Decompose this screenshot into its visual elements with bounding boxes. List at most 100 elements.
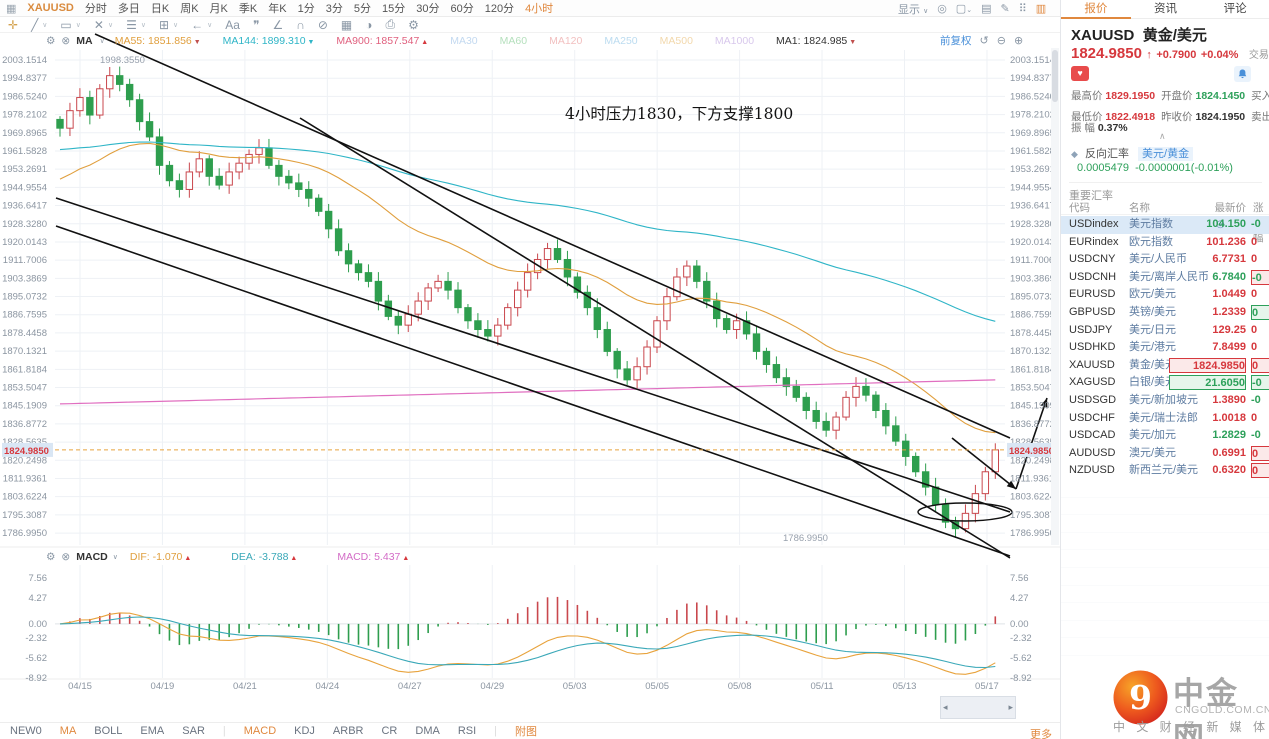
angle-icon[interactable]: ∠ — [272, 17, 284, 32]
period-tab-年K[interactable]: 年K — [268, 3, 287, 15]
indicator-tab-KDJ[interactable]: KDJ — [294, 725, 315, 737]
period-tab-多日[interactable]: 多日 — [117, 3, 140, 15]
quote-row-USDCAD[interactable]: USDCAD 美元/加元 1.2829 -0 — [1061, 427, 1269, 445]
ma-label[interactable]: MA500 — [659, 34, 693, 47]
indicator-tab-MA[interactable]: MA — [59, 725, 77, 737]
period-tab-60分[interactable]: 60分 — [450, 3, 474, 15]
alert-bell-icon[interactable] — [1234, 66, 1251, 82]
layout-icon[interactable]: ▢⌄ — [955, 3, 973, 15]
undo-icon[interactable]: ↺ — [979, 35, 989, 47]
range-navigator[interactable]: ◂ ▸ — [940, 696, 1016, 719]
text-tool-icon[interactable]: Aa — [225, 17, 240, 32]
settings-icon[interactable]: ⚙ — [408, 17, 419, 32]
quote-row-USDJPY[interactable]: USDJPY 美元/日元 129.25 0 — [1061, 322, 1269, 340]
collapse-caret-icon[interactable]: ∧ — [1159, 131, 1166, 141]
edit-icon[interactable]: ✎ — [1000, 3, 1010, 15]
frame-icon[interactable]: ▦ — [340, 17, 353, 32]
chart-vertical-scrollbar[interactable] — [1051, 48, 1059, 545]
display-dropdown[interactable]: 显示 ∨ — [898, 3, 929, 16]
quote-row-EURindex[interactable]: EURindex 欧元指数 101.236 0 — [1061, 234, 1269, 252]
chevron-down-icon[interactable]: ∨ — [107, 21, 114, 29]
period-tab-周K[interactable]: 周K — [180, 3, 199, 15]
quote-row-XAGUSD[interactable]: XAGUSD 白银/美元 21.6050 -0 — [1061, 374, 1269, 392]
news-icon[interactable]: ▥ — [1035, 3, 1047, 15]
quote-row-USDCNY[interactable]: USDCNY 美元/人民币 6.7731 0 — [1061, 251, 1269, 269]
trend-line-icon[interactable]: ╱ — [31, 17, 39, 32]
quote-row-GBPUSD[interactable]: GBPUSD 英镑/美元 1.2339 0 — [1061, 304, 1269, 322]
trend-line-drawing[interactable] — [94, 33, 1011, 439]
period-tab-3分[interactable]: 3分 — [325, 3, 343, 15]
main-chart-canvas[interactable]: 2003.1514 2003.1514 1994.8377 1994.8377 1986… — [0, 0, 1060, 739]
list-icon[interactable]: ☰ — [126, 17, 137, 32]
chart-symbol-label[interactable]: XAUUSD — [27, 2, 74, 14]
trend-line-drawing[interactable] — [55, 225, 1011, 557]
move-icon[interactable]: ✛ — [8, 17, 19, 32]
print-icon[interactable]: ⎙ — [385, 17, 396, 31]
ma-label[interactable]: MA1: 1824.985 ▼ — [776, 34, 857, 47]
magnet-icon[interactable]: ∩ — [296, 17, 305, 32]
more-indicators-link[interactable]: 更多 — [1030, 729, 1052, 739]
period-tab-120分[interactable]: 120分 — [484, 3, 515, 15]
zoom-out-icon[interactable]: ⊖ — [996, 35, 1006, 47]
period-tab-5分[interactable]: 5分 — [353, 3, 371, 15]
chevron-down-icon[interactable]: ∨ — [99, 37, 105, 45]
indicator-tab-CR[interactable]: CR — [381, 725, 398, 737]
quote-row-NZDUSD[interactable]: NZDUSD 新西兰元/美元 0.6320 0 — [1061, 462, 1269, 480]
gear-icon[interactable]: ⚙ — [46, 34, 56, 47]
ma-group-label[interactable]: MA — [76, 34, 93, 47]
quote-row-XAUUSD[interactable]: XAUUSD 黄金/美元 1824.9850 0 — [1061, 357, 1269, 375]
column-header-代码[interactable]: 代码 — [1069, 202, 1090, 214]
indicator-tab-DMA[interactable]: DMA — [415, 725, 440, 737]
column-header-名称[interactable]: 名称 — [1129, 202, 1150, 214]
period-tab-分时[interactable]: 分时 — [84, 3, 107, 15]
ma-label[interactable]: MA60 — [499, 34, 528, 47]
camera-icon[interactable]: ◎ — [937, 3, 947, 15]
ellipse-drawing[interactable] — [917, 502, 1013, 522]
quote-row-USDHKD[interactable]: USDHKD 美元/港元 7.8499 0 — [1061, 339, 1269, 357]
chevron-down-icon[interactable]: ∨ — [140, 21, 146, 29]
trend-line-drawing[interactable] — [55, 197, 1011, 513]
period-tab-15分[interactable]: 15分 — [381, 3, 406, 15]
quote-row-USDCHF[interactable]: USDCHF 美元/瑞士法郎 1.0018 0 — [1061, 410, 1269, 428]
chart-annotation-text[interactable]: 4小时压力1830，下方支撑1800 — [565, 105, 793, 123]
reverse-pair-link[interactable]: 美元/黄金 — [1138, 147, 1194, 161]
arrow-left-icon[interactable]: ← — [191, 17, 204, 32]
gear-icon[interactable]: ⚙ — [46, 550, 56, 563]
chevron-down-icon[interactable]: ∨ — [173, 21, 179, 29]
chevron-down-icon[interactable]: ∨ — [112, 553, 118, 561]
indicator-tab-BOLL[interactable]: BOLL — [94, 725, 123, 737]
grid-tool-icon[interactable]: ⊞ — [158, 17, 170, 32]
macd-group-label[interactable]: MACD — [76, 550, 108, 563]
column-header-最新价[interactable]: 最新价 — [1214, 202, 1247, 214]
indicator-tab-ARBR[interactable]: ARBR — [332, 725, 364, 737]
chevron-down-icon[interactable]: ∨ — [42, 21, 48, 29]
quote-row-EURUSD[interactable]: EURUSD 欧元/美元 1.0449 0 — [1061, 286, 1269, 304]
favorite-heart-icon[interactable]: ♥ — [1071, 66, 1089, 81]
quote-row-USDCNH[interactable]: USDCNH 美元/离岸人民币 6.7840 -0 — [1061, 269, 1269, 287]
window-icon[interactable]: ▦ — [6, 2, 17, 15]
indicator-tab-附图[interactable]: 附图 — [515, 726, 538, 738]
save-icon[interactable]: ▤ — [981, 3, 992, 15]
arrow-drawing[interactable] — [951, 437, 1017, 490]
close-indicator-icon[interactable]: ⊗ — [61, 550, 71, 563]
rectangle-icon[interactable]: ▭ — [60, 17, 72, 32]
period-tab-4小时[interactable]: 4小时 — [525, 3, 554, 15]
quote-row-USDindex[interactable]: USDindex 美元指数 ◎ 104.150 -0 — [1061, 216, 1269, 234]
zoom-in-icon[interactable]: ⊕ — [1013, 35, 1024, 47]
quote-icon[interactable]: ❞ — [252, 17, 260, 32]
sidebar-tab-资讯[interactable]: 资讯 — [1154, 3, 1177, 15]
indicator-tab-MACD[interactable]: MACD — [243, 725, 277, 737]
close-indicator-icon[interactable]: ⊗ — [61, 34, 71, 47]
period-tab-日K[interactable]: 日K — [150, 3, 170, 15]
indicator-tab-NEW0[interactable]: NEW0 — [10, 725, 42, 737]
indicator-tab-SAR[interactable]: SAR — [182, 725, 205, 737]
trend-line-drawing[interactable] — [299, 117, 1011, 559]
ma-label[interactable]: MA30 — [450, 34, 478, 47]
period-tab-季K[interactable]: 季K — [238, 3, 258, 15]
period-tab-1分[interactable]: 1分 — [297, 3, 315, 15]
ma-label[interactable]: MA144: 1899.310 ▼ — [222, 34, 315, 47]
navigator-left-handle[interactable]: ◂ — [943, 702, 948, 712]
period-tab-30分[interactable]: 30分 — [416, 3, 440, 15]
navigator-right-handle[interactable]: ▸ — [1008, 702, 1013, 712]
apps-icon[interactable]: ⠿ — [1018, 3, 1027, 15]
